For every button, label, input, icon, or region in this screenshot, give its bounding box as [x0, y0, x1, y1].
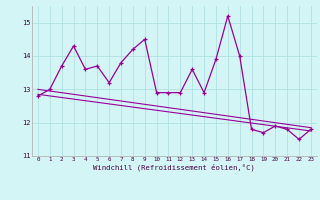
X-axis label: Windchill (Refroidissement éolien,°C): Windchill (Refroidissement éolien,°C) [93, 164, 255, 171]
